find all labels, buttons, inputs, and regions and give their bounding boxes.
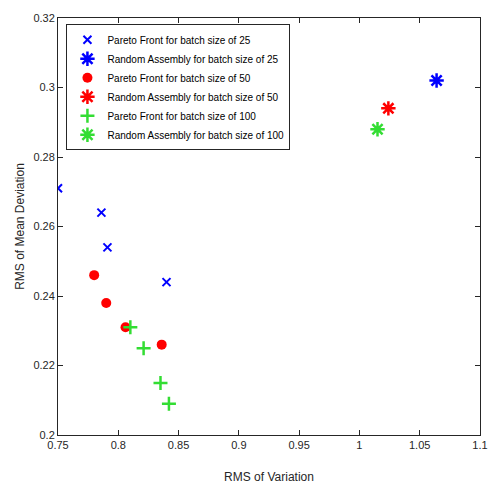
svg-text:0.3: 0.3 xyxy=(40,81,55,93)
svg-text:0.9: 0.9 xyxy=(231,439,246,451)
svg-text:0.2: 0.2 xyxy=(40,429,55,441)
svg-text:Random Assembly for batch size: Random Assembly for batch size of 50 xyxy=(107,92,278,103)
svg-text:0.95: 0.95 xyxy=(288,439,309,451)
svg-text:1: 1 xyxy=(356,439,362,451)
svg-text:1.05: 1.05 xyxy=(409,439,430,451)
svg-text:1.1: 1.1 xyxy=(472,439,487,451)
svg-text:0.24: 0.24 xyxy=(33,290,54,302)
svg-text:0.28: 0.28 xyxy=(33,151,54,163)
svg-text:0.22: 0.22 xyxy=(33,359,54,371)
svg-text:Random Assembly for batch size: Random Assembly for batch size of 25 xyxy=(107,54,278,65)
svg-text:0.85: 0.85 xyxy=(168,439,189,451)
svg-text:RMS of Variation: RMS of Variation xyxy=(224,470,314,484)
svg-text:0.26: 0.26 xyxy=(33,220,54,232)
svg-text:Pareto Front for batch size of: Pareto Front for batch size of 25 xyxy=(107,35,250,46)
svg-text:Pareto Front for batch size of: Pareto Front for batch size of 50 xyxy=(107,73,250,84)
svg-text:Random Assembly for batch size: Random Assembly for batch size of 100 xyxy=(107,130,284,141)
svg-text:RMS of Mean Deviation: RMS of Mean Deviation xyxy=(13,163,27,290)
svg-text:0.8: 0.8 xyxy=(111,439,126,451)
svg-text:0.32: 0.32 xyxy=(33,12,54,24)
svg-text:0.75: 0.75 xyxy=(47,439,68,451)
svg-text:Pareto Front for batch size of: Pareto Front for batch size of 100 xyxy=(107,111,256,122)
